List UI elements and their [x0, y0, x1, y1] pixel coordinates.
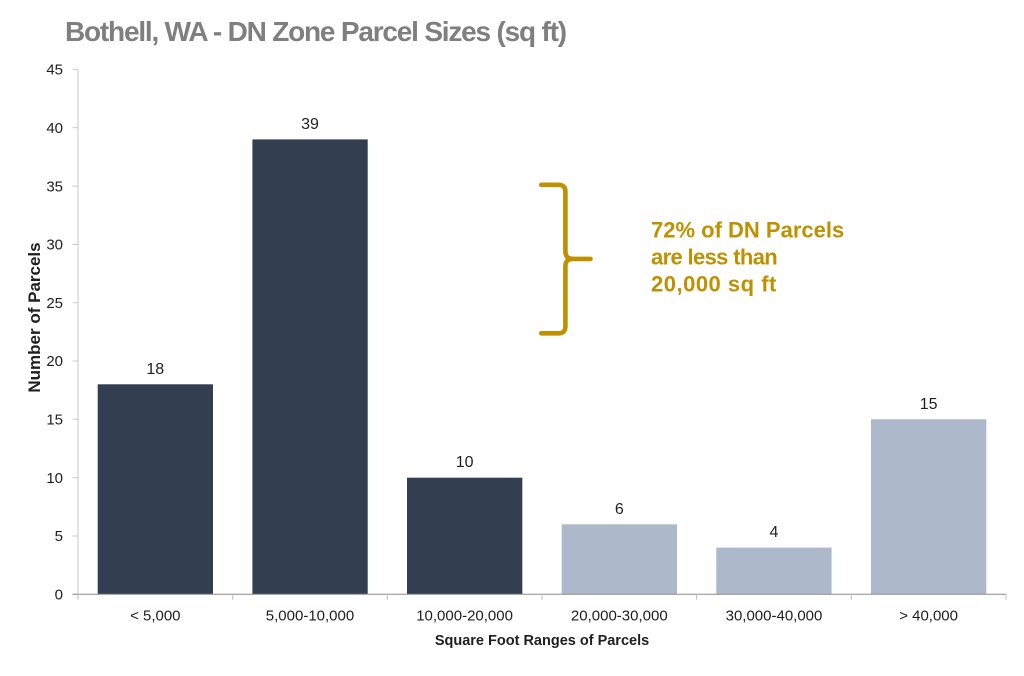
svg-text:18: 18 [146, 361, 164, 378]
svg-text:Number of Parcels: Number of Parcels [25, 242, 44, 392]
svg-text:Square Foot Ranges of Parcels: Square Foot Ranges of Parcels [435, 633, 649, 649]
svg-text:39: 39 [301, 116, 319, 133]
svg-text:5: 5 [55, 528, 63, 545]
svg-text:are less than: are less than [651, 244, 777, 269]
svg-text:72% of DN Parcels: 72% of DN Parcels [651, 217, 844, 242]
svg-text:10: 10 [456, 454, 474, 471]
svg-text:40: 40 [46, 120, 63, 137]
svg-text:45: 45 [46, 62, 63, 79]
svg-text:20,000 sq ft: 20,000 sq ft [651, 271, 777, 296]
svg-text:4: 4 [770, 524, 779, 541]
svg-text:5,000-10,000: 5,000-10,000 [266, 608, 354, 625]
svg-text:6: 6 [615, 501, 624, 518]
svg-text:20,000-30,000: 20,000-30,000 [571, 608, 668, 625]
svg-text:30,000-40,000: 30,000-40,000 [726, 608, 823, 625]
svg-text:< 5,000: < 5,000 [130, 608, 180, 625]
svg-text:10: 10 [46, 470, 63, 487]
svg-text:20: 20 [46, 353, 63, 370]
svg-text:> 40,000: > 40,000 [899, 608, 958, 625]
svg-text:10,000-20,000: 10,000-20,000 [416, 608, 513, 625]
svg-text:30: 30 [46, 237, 63, 254]
svg-text:35: 35 [46, 178, 63, 195]
svg-text:15: 15 [920, 396, 938, 413]
svg-text:0: 0 [55, 587, 63, 604]
svg-text:Bothell, WA - DN Zone Parcel S: Bothell, WA - DN Zone Parcel Sizes (sq f… [65, 16, 566, 47]
svg-text:25: 25 [46, 295, 63, 312]
svg-text:15: 15 [46, 412, 63, 429]
